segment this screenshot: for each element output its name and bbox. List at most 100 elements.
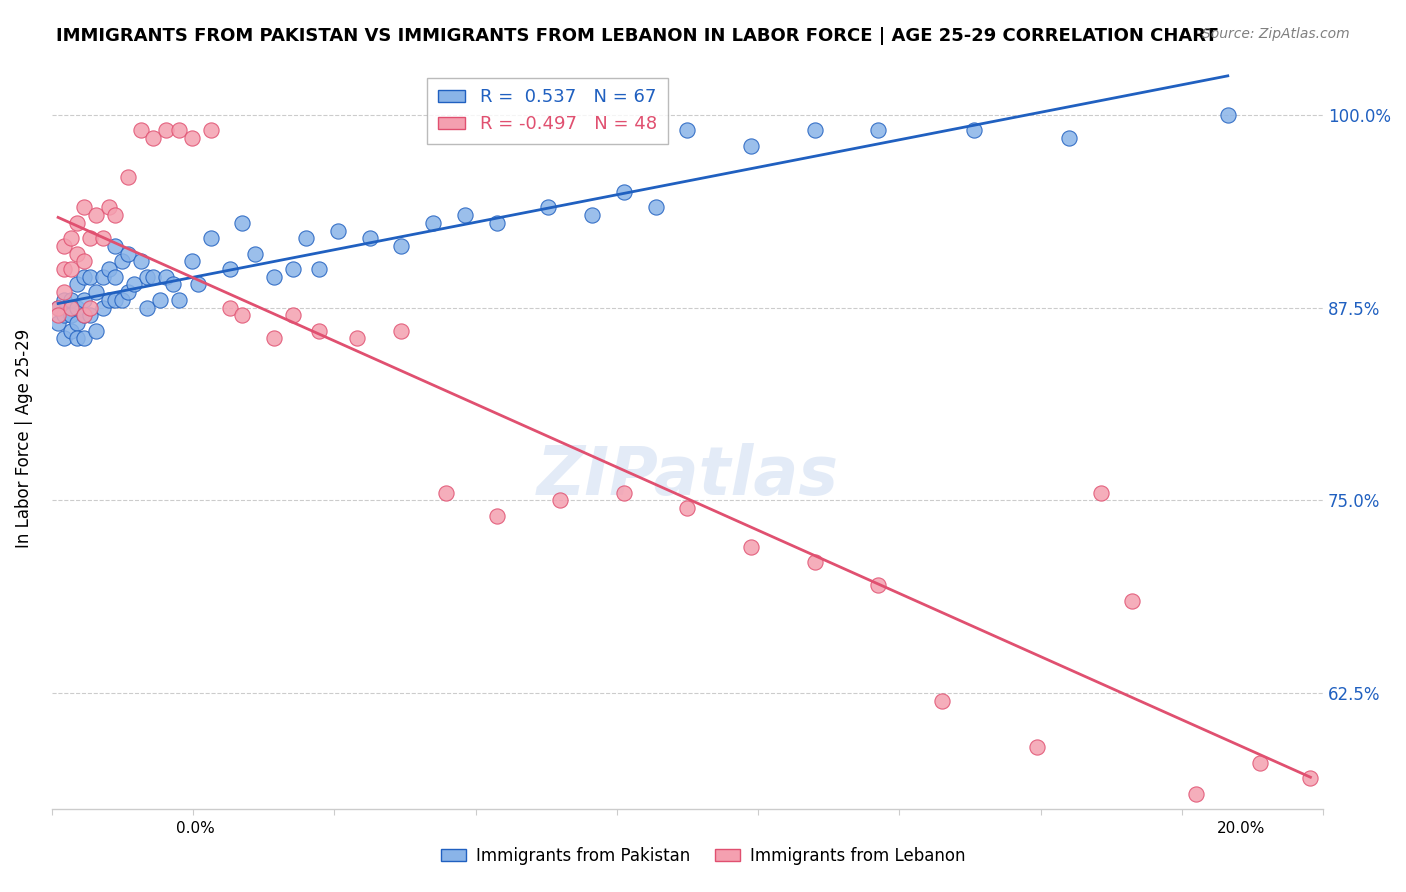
Text: Source: ZipAtlas.com: Source: ZipAtlas.com [1202,27,1350,41]
Point [72,200,94,214]
Point [79,309,101,323]
Point [803,555,825,569]
Point [550,493,572,508]
Point [84,324,107,338]
Point [613,485,636,500]
Point [46,316,69,330]
Point [104,293,127,307]
Point [187,277,209,292]
Point [136,269,159,284]
Point [129,123,152,137]
Point [243,246,266,260]
Point [79,269,101,284]
Point [59,262,82,277]
Point [676,501,699,516]
Point [868,578,890,592]
Point [676,123,699,137]
Point [59,301,82,315]
Point [111,293,134,307]
Point [104,239,127,253]
Text: 0.0%: 0.0% [176,821,215,836]
Point [72,331,94,345]
Point [66,216,89,230]
Point [434,485,457,500]
Point [79,231,101,245]
Point [803,123,825,137]
Point [422,216,444,230]
Point [231,216,253,230]
Point [79,301,101,315]
Point [155,123,177,137]
Point [84,208,107,222]
Point [117,169,139,184]
Point [46,309,69,323]
Point [326,223,349,237]
Text: ZIPatlas: ZIPatlas [537,442,838,508]
Point [1057,131,1080,145]
Point [389,239,412,253]
Point [231,309,253,323]
Point [868,123,890,137]
Point [389,324,412,338]
Point [104,208,127,222]
Point [46,301,69,315]
Point [263,269,285,284]
Point [180,131,202,145]
Legend: Immigrants from Pakistan, Immigrants from Lebanon: Immigrants from Pakistan, Immigrants fro… [434,840,972,871]
Point [111,254,134,268]
Point [129,254,152,268]
Text: 20.0%: 20.0% [1218,821,1265,836]
Point [142,269,165,284]
Point [1216,108,1239,122]
Point [200,231,222,245]
Point [117,246,139,260]
Point [66,316,89,330]
Point [53,285,76,300]
Point [53,262,76,277]
Point [46,301,69,315]
Point [485,508,508,523]
Point [167,123,190,137]
Point [962,123,984,137]
Point [97,293,120,307]
Point [53,293,76,307]
Point [53,331,76,345]
Legend: R =  0.537   N = 67, R = -0.497   N = 48: R = 0.537 N = 67, R = -0.497 N = 48 [427,78,668,145]
Point [66,331,89,345]
Point [149,293,172,307]
Point [97,262,120,277]
Point [66,277,89,292]
Point [644,200,666,214]
Point [283,309,305,323]
Point [1249,756,1271,770]
Y-axis label: In Labor Force | Age 25-29: In Labor Force | Age 25-29 [15,329,32,549]
Point [66,246,89,260]
Point [536,200,558,214]
Point [167,293,190,307]
Point [359,231,381,245]
Point [53,239,76,253]
Point [263,331,285,345]
Point [104,269,127,284]
Point [613,185,636,199]
Point [218,262,240,277]
Text: IMMIGRANTS FROM PAKISTAN VS IMMIGRANTS FROM LEBANON IN LABOR FORCE | AGE 25-29 C: IMMIGRANTS FROM PAKISTAN VS IMMIGRANTS F… [56,27,1218,45]
Point [180,254,202,268]
Point [91,301,114,315]
Point [91,231,114,245]
Point [142,131,165,145]
Point [136,301,159,315]
Point [162,277,184,292]
Point [72,269,94,284]
Point [72,254,94,268]
Point [485,216,508,230]
Point [59,231,82,245]
Point [454,208,477,222]
Point [931,694,953,708]
Point [72,309,94,323]
Point [59,324,82,338]
Point [581,208,603,222]
Point [72,293,94,307]
Point [740,138,762,153]
Point [53,309,76,323]
